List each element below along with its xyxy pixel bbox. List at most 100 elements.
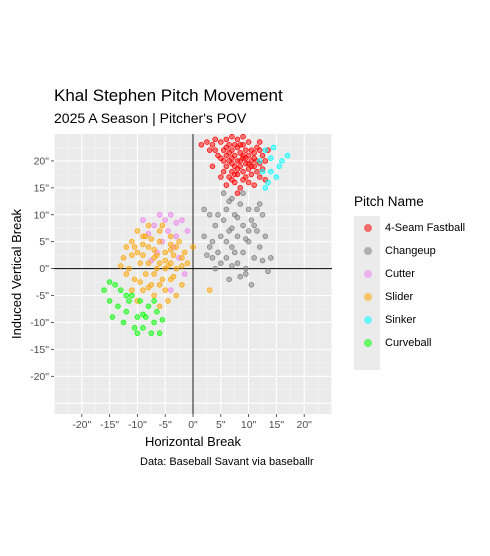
point-4-seam-fastball (234, 190, 241, 197)
point-4-seam-fastball (237, 158, 244, 164)
point-4-seam-fastball (251, 155, 257, 162)
point-curveball (109, 314, 116, 320)
legend-label-4-seam-fastball: 4-Seam Fastball (385, 221, 466, 234)
point-changeup (259, 211, 266, 218)
point-curveball (101, 287, 107, 293)
point-4-seam-fastball (220, 158, 227, 164)
point-cutter (151, 222, 157, 229)
point-slider (165, 298, 171, 304)
point-changeup (248, 217, 255, 223)
point-4-seam-fastball (245, 139, 252, 145)
point-changeup (206, 211, 213, 218)
point-changeup (262, 233, 269, 240)
point-cutter (167, 211, 174, 218)
point-sinker (268, 155, 274, 162)
point-sinker (262, 147, 269, 153)
point-slider (167, 241, 174, 248)
point-4-seam-fastball (209, 141, 216, 148)
point-changeup (223, 206, 230, 213)
point-4-seam-fastball (243, 174, 249, 180)
point-4-seam-fastball (248, 171, 255, 178)
point-changeup (215, 249, 221, 256)
legend-label-changeup: Changeup (385, 244, 436, 257)
point-4-seam-fastball (256, 174, 263, 180)
point-slider (154, 265, 160, 272)
point-slider (162, 257, 169, 264)
point-changeup (243, 236, 249, 242)
point-curveball (131, 325, 138, 331)
point-4-seam-fastball (240, 133, 246, 140)
x-tick-label: 0" (188, 419, 198, 431)
point-curveball (126, 298, 132, 304)
x-tick-label: 15" (269, 419, 285, 431)
point-changeup (268, 255, 274, 261)
point-changeup (212, 222, 219, 229)
point-slider (117, 263, 124, 269)
point-changeup (245, 228, 252, 234)
point-slider (151, 271, 157, 277)
point-4-seam-fastball (229, 155, 235, 162)
legend-item-changeup: Changeup (354, 239, 436, 262)
point-4-seam-fastball (231, 171, 238, 178)
legend-label-curveball: Curveball (385, 336, 432, 349)
point-cutter (156, 211, 163, 218)
point-4-seam-fastball (198, 141, 205, 148)
legend-swatch-curveball (364, 338, 372, 347)
point-changeup (218, 260, 224, 267)
point-curveball (115, 303, 121, 310)
point-curveball (123, 308, 130, 315)
point-4-seam-fastball (237, 141, 244, 148)
point-curveball (154, 308, 160, 315)
point-changeup (231, 249, 238, 256)
point-4-seam-fastball (212, 136, 219, 143)
legend-item-sinker: Sinker (354, 308, 416, 331)
point-changeup (226, 198, 232, 205)
point-changeup (240, 249, 246, 256)
point-slider (123, 271, 130, 277)
point-changeup (240, 222, 246, 229)
point-4-seam-fastball (223, 144, 230, 151)
point-slider (145, 222, 152, 229)
point-changeup (201, 206, 207, 213)
point-4-seam-fastball (218, 174, 224, 180)
point-curveball (145, 303, 152, 310)
point-4-seam-fastball (240, 168, 246, 175)
point-slider (151, 246, 157, 253)
point-changeup (204, 252, 210, 258)
point-slider (129, 287, 135, 293)
point-curveball (140, 311, 146, 318)
x-axis-title: Horizontal Break (145, 434, 242, 449)
x-tick-label: -5" (159, 419, 172, 431)
chart-subtitle: 2025 A Season | Pitcher's POV (54, 110, 247, 126)
point-sinker (256, 158, 263, 164)
point-changeup (229, 263, 235, 269)
legend-label-slider: Slider (385, 290, 414, 303)
point-slider (173, 244, 180, 250)
x-tick-label: -15" (100, 419, 119, 431)
point-changeup (218, 233, 224, 240)
point-changeup (248, 281, 255, 288)
point-changeup (229, 244, 235, 250)
point-changeup (265, 268, 271, 275)
y-axis-ticks: 20" 15" 10" 5" 0" -5" -10" -15" -20" (30, 155, 54, 383)
point-changeup (234, 233, 241, 240)
point-changeup (237, 273, 244, 280)
point-4-seam-fastball (226, 150, 232, 156)
legend-item-slider: Slider (354, 285, 413, 308)
x-tick-label: 10" (241, 419, 257, 431)
point-4-seam-fastball (223, 163, 230, 170)
point-sinker (279, 158, 285, 164)
point-curveball (148, 330, 155, 337)
point-slider (162, 287, 169, 293)
legend-item-curveball: Curveball (354, 331, 431, 354)
y-axis-title: Induced Vertical Break (9, 208, 24, 339)
y-tick-label: -15" (30, 344, 49, 356)
point-slider (156, 281, 163, 288)
y-tick-label: -10" (30, 317, 49, 329)
point-slider (162, 265, 169, 272)
point-slider (145, 244, 152, 250)
point-cutter (181, 271, 188, 277)
point-slider (123, 244, 130, 250)
chart-caption: Data: Baseball Savant via baseballr (140, 456, 314, 468)
